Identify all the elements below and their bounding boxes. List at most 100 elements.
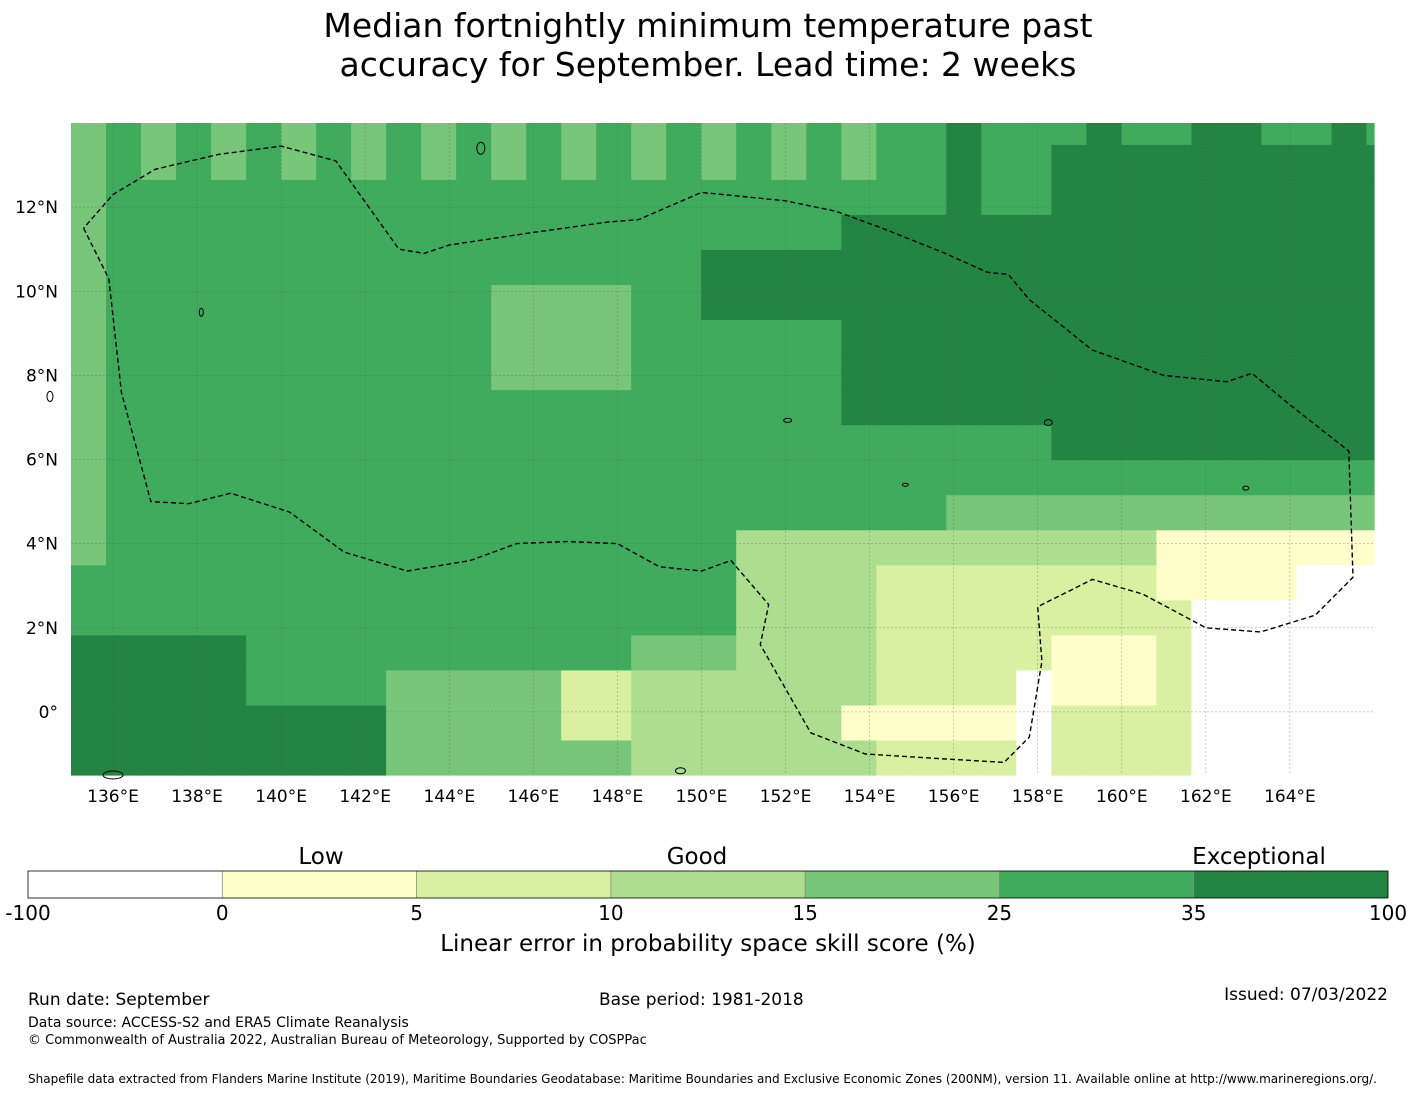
grid-cell (911, 354, 947, 391)
grid-cell (1051, 634, 1087, 671)
grid-cell (1366, 319, 1375, 356)
grid-cell (1086, 319, 1122, 356)
lat-tick-label: 6°N (26, 451, 58, 471)
grid-cell (876, 459, 912, 496)
grid-cell (911, 249, 947, 285)
grid-cell (1226, 494, 1262, 531)
grid-cell (1086, 634, 1122, 671)
grid-cell (421, 123, 457, 145)
grid-cell (876, 704, 912, 741)
grid-cell (456, 740, 492, 776)
grid-cell (316, 704, 352, 741)
grid-cell (106, 144, 142, 180)
colorbar-tick-label: 25 (987, 901, 1012, 925)
grid-cell (71, 634, 107, 671)
grid-cell (1226, 319, 1262, 356)
grid-cell (176, 123, 212, 145)
grid-cell (71, 740, 107, 776)
grid-cell (1261, 284, 1297, 320)
grid-cell (1296, 634, 1333, 671)
grid-cell (666, 354, 702, 391)
grid-cell (561, 459, 597, 496)
grid-cell (351, 179, 387, 215)
grid-cell (526, 214, 562, 250)
grid-cell (841, 354, 877, 391)
grid-cell (701, 144, 737, 180)
grid-cell (1121, 634, 1157, 671)
grid-cell (736, 144, 772, 180)
grid-cell (1261, 529, 1297, 566)
grid-cell (1156, 634, 1192, 671)
grid-cell (1156, 179, 1192, 215)
grid-cell (1156, 354, 1192, 391)
grid-cell (1331, 704, 1368, 741)
grid-cell (1051, 669, 1087, 706)
grid-cell (631, 389, 667, 426)
grid-cell (1121, 599, 1157, 636)
grid-cell (596, 354, 632, 391)
grid-cell (911, 494, 947, 531)
chart-title: Median fortnightly minimum temperature p… (0, 6, 1416, 84)
grid-cell (246, 319, 282, 356)
grid-cell (946, 354, 982, 391)
grid-cell (351, 214, 387, 250)
grid-cell (421, 494, 457, 531)
grid-cell (281, 704, 317, 741)
grid-cell (771, 249, 807, 285)
grid-cell (526, 319, 562, 356)
skill-grid-cells (71, 123, 1375, 776)
grid-cell (316, 599, 352, 636)
grid-cell (806, 389, 842, 426)
grid-cell (316, 284, 352, 320)
grid-cell (736, 284, 772, 320)
grid-cell (71, 179, 107, 215)
lon-tick-label: 138°E (171, 787, 223, 807)
grid-cell (1016, 249, 1052, 285)
grid-cell (71, 424, 107, 461)
grid-cell (1086, 284, 1122, 320)
grid-cell (876, 389, 912, 426)
grid-cell (876, 564, 912, 601)
lon-tick-label: 140°E (255, 787, 307, 807)
grid-cell (106, 424, 142, 461)
grid-cell (526, 529, 562, 566)
grid-cell (141, 284, 177, 320)
grid-cell (246, 704, 282, 741)
grid-cell (1156, 704, 1192, 741)
grid-cell (1191, 424, 1227, 461)
grid-cell (561, 179, 597, 215)
grid-cell (1331, 634, 1368, 671)
grid-cell (211, 459, 247, 496)
grid-cell (876, 319, 912, 356)
grid-cell (1016, 529, 1052, 566)
grid-cell (561, 284, 597, 320)
grid-cell (71, 354, 107, 391)
grid-cell (386, 634, 422, 671)
grid-cell (246, 634, 282, 671)
lon-tick-label: 152°E (760, 787, 812, 807)
grid-cell (736, 740, 772, 776)
grid-cell (421, 284, 457, 320)
grid-cell (421, 424, 457, 461)
grid-cell (736, 529, 772, 566)
grid-cell (1261, 740, 1297, 776)
grid-cell (1016, 214, 1052, 250)
grid-cell (1156, 249, 1192, 285)
grid-cell (141, 459, 177, 496)
lon-tick-label: 146°E (508, 787, 560, 807)
grid-cell (631, 123, 667, 145)
grid-cell (281, 459, 317, 496)
grid-cell (71, 214, 107, 250)
grid-cell (491, 179, 527, 215)
grid-cell (806, 319, 842, 356)
grid-cell (1296, 123, 1333, 145)
grid-cell (211, 564, 247, 601)
grid-cell (1366, 179, 1375, 215)
grid-cell (1016, 424, 1052, 461)
grid-cell (596, 740, 632, 776)
grid-cell (316, 354, 352, 391)
grid-cell (211, 179, 247, 215)
grid-cell (421, 214, 457, 250)
grid-cell (141, 249, 177, 285)
grid-cell (946, 179, 982, 215)
